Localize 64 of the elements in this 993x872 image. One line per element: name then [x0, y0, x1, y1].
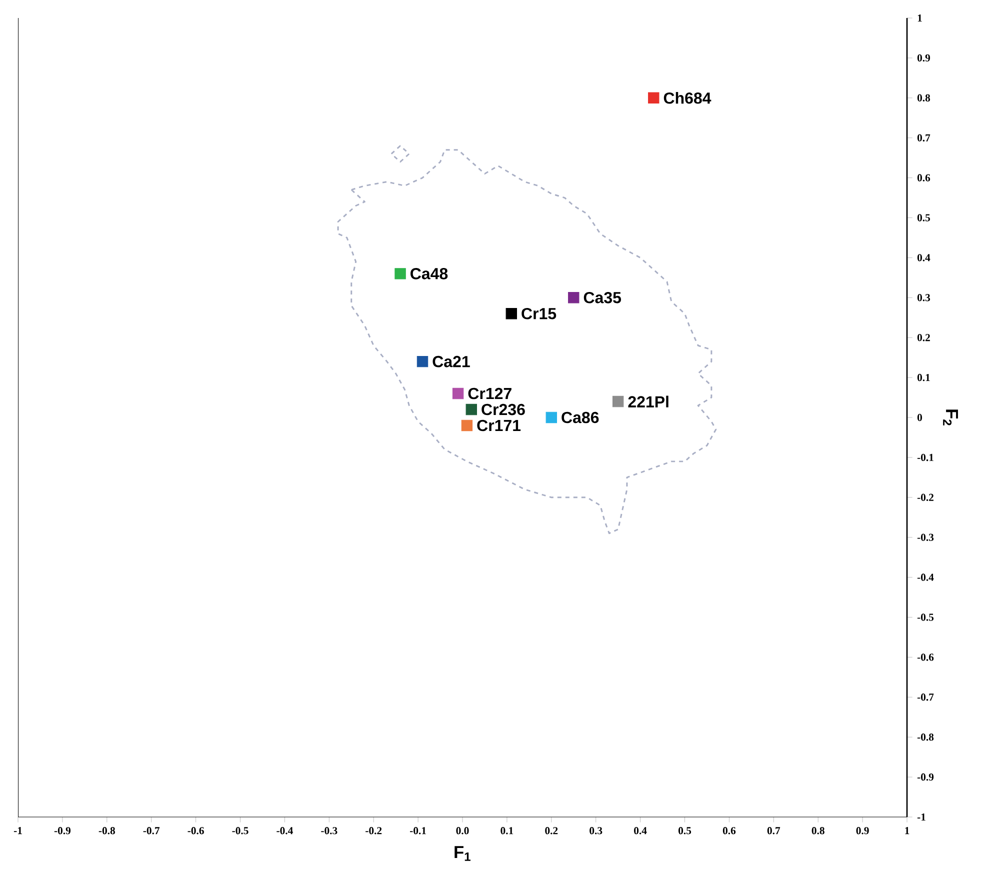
x-tick-label: 0.4: [634, 827, 647, 834]
x-tick-label: 0.9: [856, 827, 869, 834]
point: [452, 388, 464, 400]
y-tick-label: 0: [917, 414, 922, 422]
series-label: Ca48: [410, 268, 448, 280]
y-tick-label: -0.8: [917, 733, 934, 741]
x-tick-label: 0.2: [545, 827, 558, 834]
point: [394, 268, 406, 280]
point: [461, 420, 473, 432]
y-tick-label: -0.4: [917, 574, 934, 581]
point: [612, 396, 624, 408]
x-tick-label: -0.1: [410, 827, 426, 834]
x-tick-label: -0.6: [188, 827, 204, 834]
y-tick-label: 0.6: [917, 174, 930, 182]
y-tick-label: 0.3: [917, 294, 930, 302]
y-tick-label: 0.4: [917, 254, 930, 262]
series-label: Cr15: [522, 308, 556, 320]
y-tick-label: -1: [917, 813, 926, 821]
point: [546, 412, 558, 424]
point: [466, 404, 477, 416]
x-tick-label: 0.3: [590, 827, 602, 834]
y-tick-label: -0.7: [917, 694, 934, 701]
x-tick-label: -0.3: [321, 827, 338, 834]
x-tick-label: -0.5: [232, 827, 248, 834]
y-tick-label: 0.1: [917, 374, 930, 382]
y-axis-title: F$_{2}$: [943, 410, 958, 426]
y-tick-label: 1: [918, 14, 922, 22]
point: [416, 356, 428, 368]
y-tick-label: -0.1: [917, 454, 934, 462]
series-label: Cr127: [468, 388, 512, 400]
y-tick-label: -0.3: [917, 534, 934, 541]
x-tick-label: 0.8: [812, 827, 824, 834]
x-tick-label: -0.2: [366, 827, 382, 834]
y-tick-label: 0.5: [917, 214, 930, 222]
series-label: Ca86: [562, 412, 599, 424]
series-label: Ca35: [584, 292, 622, 304]
series-label: 221Pl: [628, 396, 668, 408]
y-tick-label: -0.6: [917, 654, 934, 661]
y-tick-label: -0.5: [917, 614, 934, 621]
x-tick-label: 0.6: [722, 827, 736, 834]
x-tick-label: -1: [14, 827, 22, 834]
x-tick-label: -0.8: [98, 827, 115, 834]
y-tick-label: -0.9: [917, 773, 934, 781]
y-tick-label: 0.7: [917, 134, 930, 142]
x-tick-label: 1: [905, 827, 910, 834]
point: [568, 292, 580, 304]
point: [648, 92, 660, 104]
series-label: Cr236: [482, 404, 525, 416]
x-tick-label: 0.0: [456, 827, 469, 834]
x-tick-label: 0.1: [500, 827, 514, 834]
y-tick-label: 0.2: [917, 334, 930, 342]
series-label: Cr171: [477, 420, 521, 432]
x-tick-label: -0.9: [54, 827, 71, 834]
x-tick-label: 0.7: [767, 827, 780, 834]
x-tick-label: 0.5: [678, 827, 692, 834]
x-axis-title: F$_{1}$: [454, 846, 470, 861]
x-tick-label: -0.7: [143, 827, 160, 834]
y-tick-label: -0.2: [917, 494, 934, 502]
series-label: Ch684: [664, 92, 712, 104]
y-tick-label: 0.8: [917, 94, 930, 102]
series-label: Ca21: [432, 356, 470, 368]
x-tick-label: -0.4: [276, 827, 293, 834]
y-tick-label: 0.9: [917, 54, 930, 62]
point: [506, 308, 517, 320]
